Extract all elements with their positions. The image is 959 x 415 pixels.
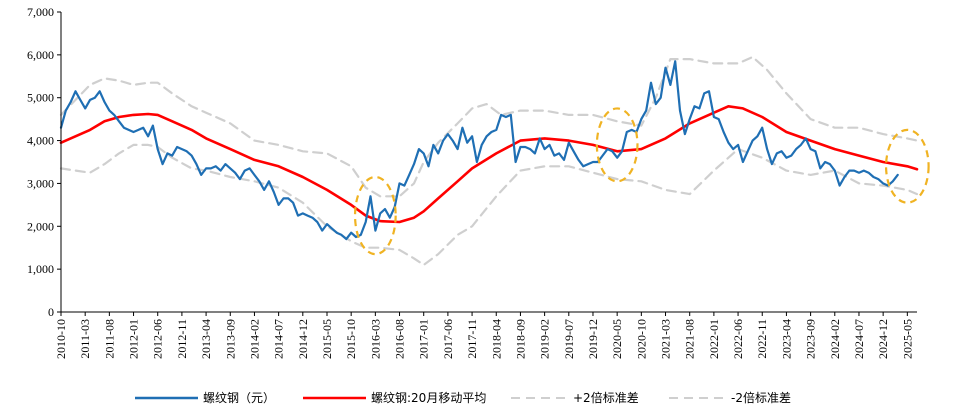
y-tick-label: 4,000 [27,134,54,148]
x-tick-label: 2015-05 [320,319,334,359]
y-tick-label: 1,000 [27,262,54,276]
moving-average-line [59,105,919,224]
y-tick-label: 0 [48,305,54,319]
x-tick-label: 2016-03 [368,319,382,359]
x-tick-label: 2014-02 [247,319,261,359]
x-tick-label: 2019-07 [562,319,576,359]
x-tick-label: 2022-01 [707,319,721,359]
x-tick-label: 2010-10 [54,319,68,359]
x-tick-label: 2017-01 [417,319,431,359]
x-tick-label: 2012-11 [175,319,189,359]
x-tick-label: 2011-03 [78,319,92,359]
x-tick-label: 2018-04 [489,319,503,359]
lower-band-line [59,143,919,266]
x-tick-label: 2022-11 [755,319,769,359]
moving-average [59,105,919,224]
x-tick-label: 2018-09 [513,319,527,359]
std-bands [59,55,919,266]
x-tick-label: 2017-06 [441,319,455,359]
x-tick-label: 2012-06 [151,319,165,359]
y-tick-label: 7,000 [27,5,54,19]
axes: 0 1,000 2,000 3,000 4,000 5,000 6,000 7,000 2010… [27,5,917,359]
x-tick-label: 2025-05 [900,319,914,359]
legend: 螺纹钢（元） 螺纹钢:20月移动平均 +2倍标准差 -2倍标准差 [135,390,791,405]
x-tick-label: 2016-08 [393,319,407,359]
x-tick-label: 2011-08 [102,319,116,359]
x-tick-label: 2021-03 [659,319,673,359]
x-tick-label: 2022-06 [731,319,745,359]
x-tick-label: 2024-07 [852,319,866,359]
x-tick-label: 2015-10 [344,319,358,359]
highlight-circles [353,107,930,256]
y-tick-label: 3,000 [27,176,54,190]
x-tick-label: 2024-12 [876,319,890,359]
x-tick-label: 2013-09 [223,319,237,359]
x-tick-label: 2014-07 [272,319,286,359]
y-tick-label: 2,000 [27,219,54,233]
y-tick-label: 6,000 [27,48,54,62]
x-tick-label: 2014-12 [296,319,310,359]
y-tick-label: 5,000 [27,91,54,105]
x-tick-label: 2024-02 [828,319,842,359]
price-series [59,60,899,241]
x-tick-label: 2017-11 [465,319,479,359]
x-tick-label: 2023-04 [779,319,793,359]
highlight-2016 [353,175,397,256]
x-tick-label: 2020-10 [634,319,648,359]
x-tick-label: 2019-02 [538,319,552,359]
x-tick-label: 2021-08 [683,319,697,359]
legend-price-label: 螺纹钢（元） [203,391,275,405]
highlight-2025 [884,128,930,204]
x-tick-label: 2013-04 [199,319,213,359]
x-tick-label: 2020-05 [610,319,624,359]
legend-moving-average-label: 螺纹钢:20月移动平均 [371,391,486,405]
x-tick-label: 2012-01 [127,319,141,359]
price-line [59,60,899,241]
x-tick-label: 2023-09 [804,319,818,359]
upper-band-line [59,55,919,198]
highlight-2020 [595,107,639,183]
legend-lower-band-label: -2倍标准差 [731,390,791,405]
x-tick-label: 2019-12 [586,319,600,359]
legend-upper-band-label: +2倍标准差 [573,390,639,405]
